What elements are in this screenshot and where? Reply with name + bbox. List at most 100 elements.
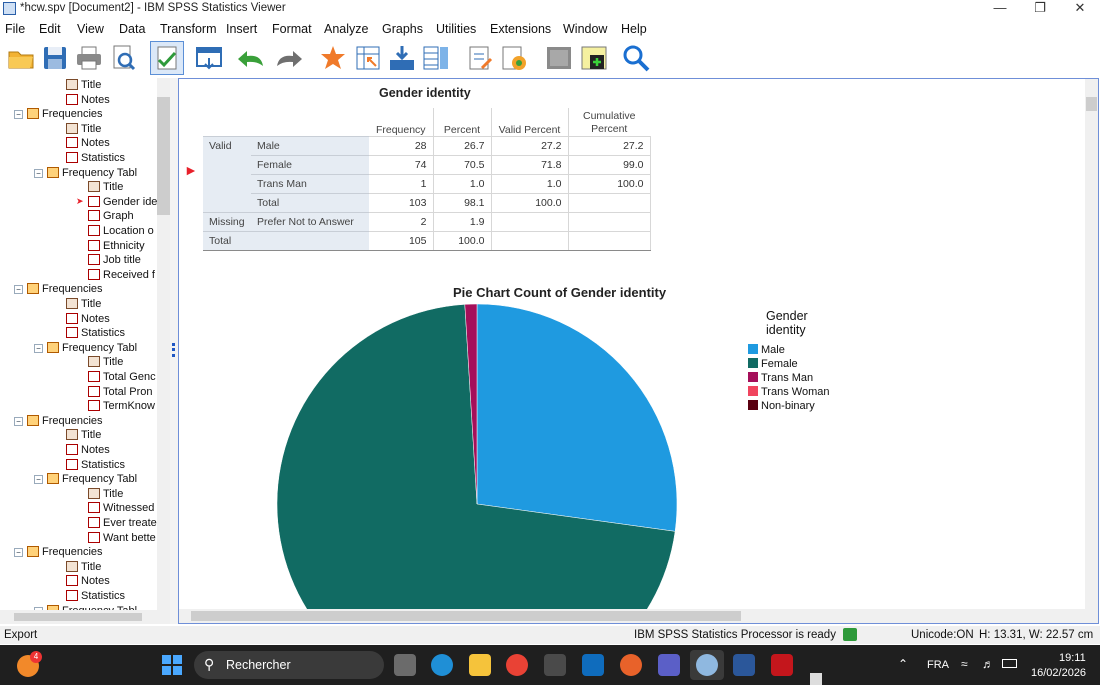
pane-splitter[interactable]: [170, 78, 178, 624]
menu-view[interactable]: View: [77, 22, 104, 36]
save-icon[interactable]: [41, 44, 69, 72]
clock-time[interactable]: 19:11: [1059, 652, 1086, 664]
tree-item[interactable]: TermKnow: [88, 400, 155, 414]
variables-icon[interactable]: [422, 44, 450, 72]
redo-icon[interactable]: [275, 44, 303, 72]
menu-extensions[interactable]: Extensions: [490, 22, 552, 36]
content-hscroll-thumb[interactable]: [191, 611, 741, 621]
collapse-icon[interactable]: −: [14, 285, 23, 295]
tree-item[interactable]: − Frequencies: [14, 108, 103, 122]
outline-pane[interactable]: Title Notes − Frequencies Title Notes Statisti…: [0, 78, 170, 624]
edge-icon[interactable]: [431, 654, 453, 676]
tree-item[interactable]: − Frequency Tabl: [34, 166, 137, 181]
tree-item[interactable]: Statistics: [66, 590, 125, 604]
outline-scroll-thumb[interactable]: [157, 97, 170, 215]
outlook-icon[interactable]: [582, 654, 604, 676]
clock-date[interactable]: 16/02/2026: [1031, 667, 1087, 679]
tree-item[interactable]: − Frequencies: [14, 546, 103, 560]
menu-file[interactable]: File: [5, 22, 26, 36]
tree-item[interactable]: Witnessed: [88, 502, 154, 516]
show-all-icon[interactable]: [466, 44, 494, 72]
collapse-icon[interactable]: −: [34, 475, 43, 485]
recall-dialog-icon[interactable]: [195, 44, 223, 72]
tree-item[interactable]: Statistics: [66, 327, 125, 341]
collapse-icon[interactable]: −: [14, 110, 23, 120]
goto-case-icon[interactable]: [354, 44, 382, 72]
menu-transform[interactable]: Transform: [160, 22, 217, 36]
collapse-icon[interactable]: −: [14, 548, 23, 558]
tree-item[interactable]: Received f: [88, 268, 155, 283]
menu-analyze[interactable]: Analyze: [324, 22, 369, 36]
tree-item[interactable]: Title: [66, 560, 101, 575]
tree-item[interactable]: Notes: [66, 312, 110, 327]
menu-data[interactable]: Data: [119, 22, 146, 36]
tree-item[interactable]: Notes: [66, 444, 110, 458]
firefox-icon[interactable]: [620, 654, 642, 676]
wifi-icon[interactable]: ≈: [961, 657, 968, 671]
file-explorer-icon[interactable]: [469, 654, 491, 676]
goto-data-icon[interactable]: [319, 44, 347, 72]
menu-help[interactable]: Help: [621, 22, 647, 36]
tree-item[interactable]: Total Pron: [88, 385, 153, 400]
tree-item[interactable]: Notes: [66, 137, 110, 151]
tree-item[interactable]: ➤ Gender ide: [76, 195, 157, 210]
taskbar-search-box[interactable]: ⚲ Rechercher: [194, 651, 384, 679]
menu-graphs[interactable]: Graphs: [382, 22, 423, 36]
collapse-icon[interactable]: −: [14, 416, 23, 426]
print-icon[interactable]: [75, 44, 103, 72]
tree-item[interactable]: Notes: [66, 93, 110, 108]
pie-slice-trans-man[interactable]: [464, 303, 478, 505]
pie-slice-male[interactable]: [476, 303, 678, 532]
maximize-button[interactable]: ❐: [1034, 0, 1046, 15]
tree-item[interactable]: Title: [88, 487, 123, 502]
minimize-button[interactable]: —: [993, 0, 1007, 15]
tree-item[interactable]: Title: [66, 429, 101, 443]
tree-item[interactable]: Title: [88, 181, 123, 195]
frequency-table[interactable]: Frequency Percent Valid Percent Cumulati…: [203, 108, 651, 251]
tray-chevron-icon[interactable]: ⌃: [898, 657, 909, 671]
tree-item[interactable]: − Frequency Tabl: [34, 341, 137, 356]
undo-icon[interactable]: [237, 44, 265, 72]
pie-chart[interactable]: [239, 297, 799, 617]
search-icon[interactable]: [622, 44, 650, 72]
pie-slice-female[interactable]: [276, 304, 676, 617]
content-vscroll-thumb[interactable]: [1086, 97, 1097, 111]
tree-item[interactable]: Total Genc: [88, 371, 156, 385]
content-vertical-scrollbar[interactable]: [1085, 79, 1098, 609]
menu-insert[interactable]: Insert: [226, 22, 258, 36]
outline-hscroll-thumb[interactable]: [14, 613, 142, 621]
collapse-icon[interactable]: −: [34, 168, 43, 178]
acrobat-icon[interactable]: [771, 654, 793, 676]
store-icon[interactable]: [544, 654, 566, 676]
tree-item[interactable]: Title: [66, 298, 101, 312]
tree-item[interactable]: − Frequencies: [14, 414, 103, 429]
menu-edit[interactable]: Edit: [39, 22, 61, 36]
tree-item[interactable]: Ever treate: [88, 517, 157, 531]
snipping-icon[interactable]: [810, 673, 822, 685]
print-preview-icon[interactable]: [109, 44, 137, 72]
start-icon[interactable]: [162, 655, 182, 675]
tree-item[interactable]: Statistics: [66, 152, 125, 166]
spss-taskbar-icon[interactable]: [690, 650, 724, 680]
volume-icon[interactable]: ♬: [982, 657, 994, 671]
battery-icon[interactable]: [1002, 659, 1017, 668]
tree-item[interactable]: Title: [66, 79, 101, 93]
tree-item[interactable]: Statistics: [66, 458, 125, 473]
task-view-icon[interactable]: [394, 654, 416, 676]
tree-item[interactable]: Notes: [66, 575, 110, 589]
open-icon[interactable]: [7, 44, 35, 72]
tree-item[interactable]: Graph: [88, 210, 134, 224]
menu-window[interactable]: Window: [563, 22, 608, 36]
collapse-icon[interactable]: −: [34, 343, 43, 353]
language-indicator[interactable]: FRA: [927, 659, 949, 671]
close-button[interactable]: ✕: [1074, 0, 1086, 15]
insert-output-icon[interactable]: [580, 44, 608, 72]
tree-item[interactable]: Want bette: [88, 531, 156, 546]
tree-item[interactable]: Title: [88, 356, 123, 370]
tree-item[interactable]: Ethnicity: [88, 239, 145, 254]
export-icon[interactable]: [150, 41, 184, 75]
tree-item[interactable]: − Frequency Tabl: [34, 473, 137, 487]
menu-format[interactable]: Format: [272, 22, 312, 36]
tree-item[interactable]: Title: [66, 122, 101, 137]
tree-item[interactable]: Location o: [88, 225, 154, 239]
